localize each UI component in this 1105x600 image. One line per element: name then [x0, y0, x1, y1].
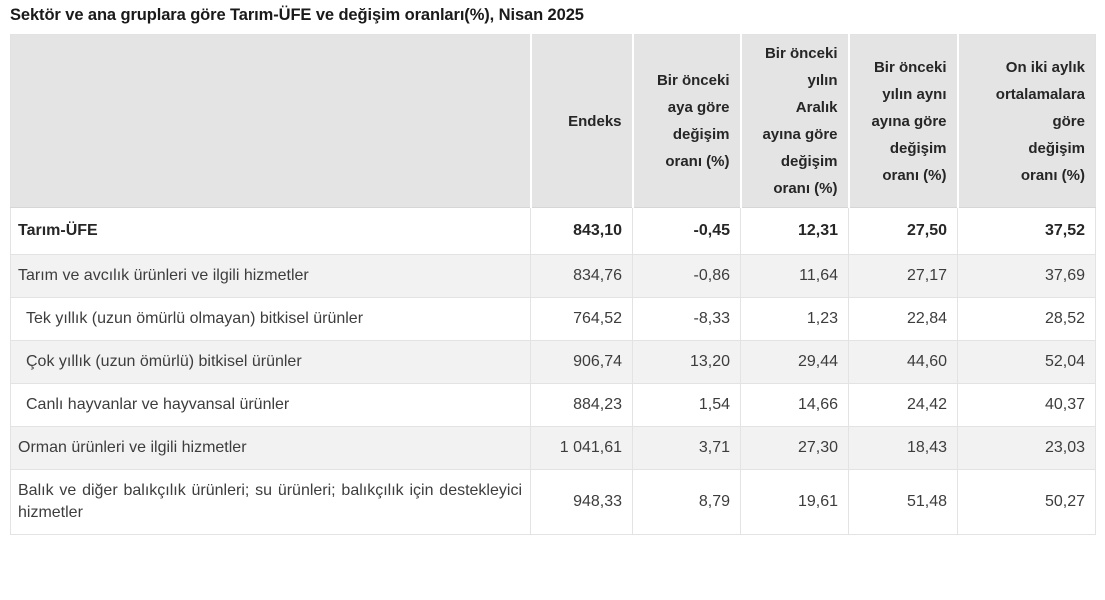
cell-yearly-change: 24,42	[848, 383, 958, 427]
table-body: Tarım-ÜFE 843,10 -0,45 12,31 27,50 37,52…	[10, 207, 1096, 535]
column-header-empty	[10, 34, 531, 208]
cell-december-change: 1,23	[740, 297, 849, 341]
cell-monthly-change: 3,71	[632, 426, 741, 470]
cell-endeks: 1 041,61	[530, 426, 633, 470]
cell-monthly-change: -0,86	[632, 254, 741, 298]
table-row-cok-yillik: Çok yıllık (uzun ömürlü) bitkisel ürünle…	[10, 340, 1096, 384]
cell-monthly-change: -0,45	[632, 207, 741, 255]
page-title: Sektör ve ana gruplara göre Tarım-ÜFE ve…	[10, 6, 584, 24]
cell-december-change: 14,66	[740, 383, 849, 427]
cell-12month-average-change: 37,69	[957, 254, 1096, 298]
row-label: Orman ürünleri ve ilgili hizmetler	[10, 426, 531, 470]
row-label: Tarım ve avcılık ürünleri ve ilgili hizm…	[10, 254, 531, 298]
agriculture-ppi-table: Endeks Bir önceki aya göre değişim oranı…	[10, 34, 1096, 535]
header-row: Endeks Bir önceki aya göre değişim oranı…	[10, 34, 1096, 208]
cell-yearly-change: 22,84	[848, 297, 958, 341]
row-label: Tarım-ÜFE	[10, 207, 531, 255]
table-header: Endeks Bir önceki aya göre değişim oranı…	[10, 34, 1096, 208]
cell-endeks: 906,74	[530, 340, 633, 384]
cell-december-change: 12,31	[740, 207, 849, 255]
table-row-balik: Balık ve diğer balıkçılık ürünleri; su ü…	[10, 469, 1096, 535]
cell-monthly-change: -8,33	[632, 297, 741, 341]
column-header-endeks: Endeks	[529, 34, 633, 208]
cell-monthly-change: 8,79	[632, 469, 741, 535]
cell-12month-average-change: 28,52	[957, 297, 1096, 341]
table-row-canli-hayvanlar: Canlı hayvanlar ve hayvansal ürünler 884…	[10, 383, 1096, 427]
cell-endeks: 764,52	[530, 297, 633, 341]
cell-yearly-change: 44,60	[848, 340, 958, 384]
table-row-tek-yillik: Tek yıllık (uzun ömürlü olmayan) bitkise…	[10, 297, 1096, 341]
cell-yearly-change: 18,43	[848, 426, 958, 470]
cell-monthly-change: 13,20	[632, 340, 741, 384]
table-row-orman: Orman ürünleri ve ilgili hizmetler 1 041…	[10, 426, 1096, 470]
cell-12month-average-change: 52,04	[957, 340, 1096, 384]
cell-12month-average-change: 23,03	[957, 426, 1096, 470]
cell-12month-average-change: 37,52	[957, 207, 1096, 255]
cell-endeks: 843,10	[530, 207, 633, 255]
row-label: Çok yıllık (uzun ömürlü) bitkisel ürünle…	[10, 340, 531, 384]
column-header-monthly-change: Bir önceki aya göre değişim oranı (%)	[631, 34, 741, 208]
cell-endeks: 948,33	[530, 469, 633, 535]
cell-yearly-change: 27,17	[848, 254, 958, 298]
column-header-december-change: Bir önceki yılın Aralık ayına göre değiş…	[739, 34, 849, 208]
row-label: Balık ve diğer balıkçılık ürünleri; su ü…	[10, 469, 531, 535]
row-label: Tek yıllık (uzun ömürlü olmayan) bitkise…	[10, 297, 531, 341]
cell-monthly-change: 1,54	[632, 383, 741, 427]
column-header-12month-average-change: On iki aylık ortalamalara göre değişim o…	[956, 34, 1096, 208]
row-label: Canlı hayvanlar ve hayvansal ürünler	[10, 383, 531, 427]
table-row-tarim-ufe: Tarım-ÜFE 843,10 -0,45 12,31 27,50 37,52	[10, 207, 1096, 255]
cell-december-change: 27,30	[740, 426, 849, 470]
cell-endeks: 884,23	[530, 383, 633, 427]
cell-december-change: 19,61	[740, 469, 849, 535]
cell-december-change: 11,64	[740, 254, 849, 298]
cell-12month-average-change: 50,27	[957, 469, 1096, 535]
cell-12month-average-change: 40,37	[957, 383, 1096, 427]
table-row-tarim-avcilik: Tarım ve avcılık ürünleri ve ilgili hizm…	[10, 254, 1096, 298]
cell-yearly-change: 27,50	[848, 207, 958, 255]
cell-december-change: 29,44	[740, 340, 849, 384]
cell-endeks: 834,76	[530, 254, 633, 298]
column-header-yearly-change: Bir önceki yılın aynı ayına göre değişim…	[847, 34, 958, 208]
cell-yearly-change: 51,48	[848, 469, 958, 535]
